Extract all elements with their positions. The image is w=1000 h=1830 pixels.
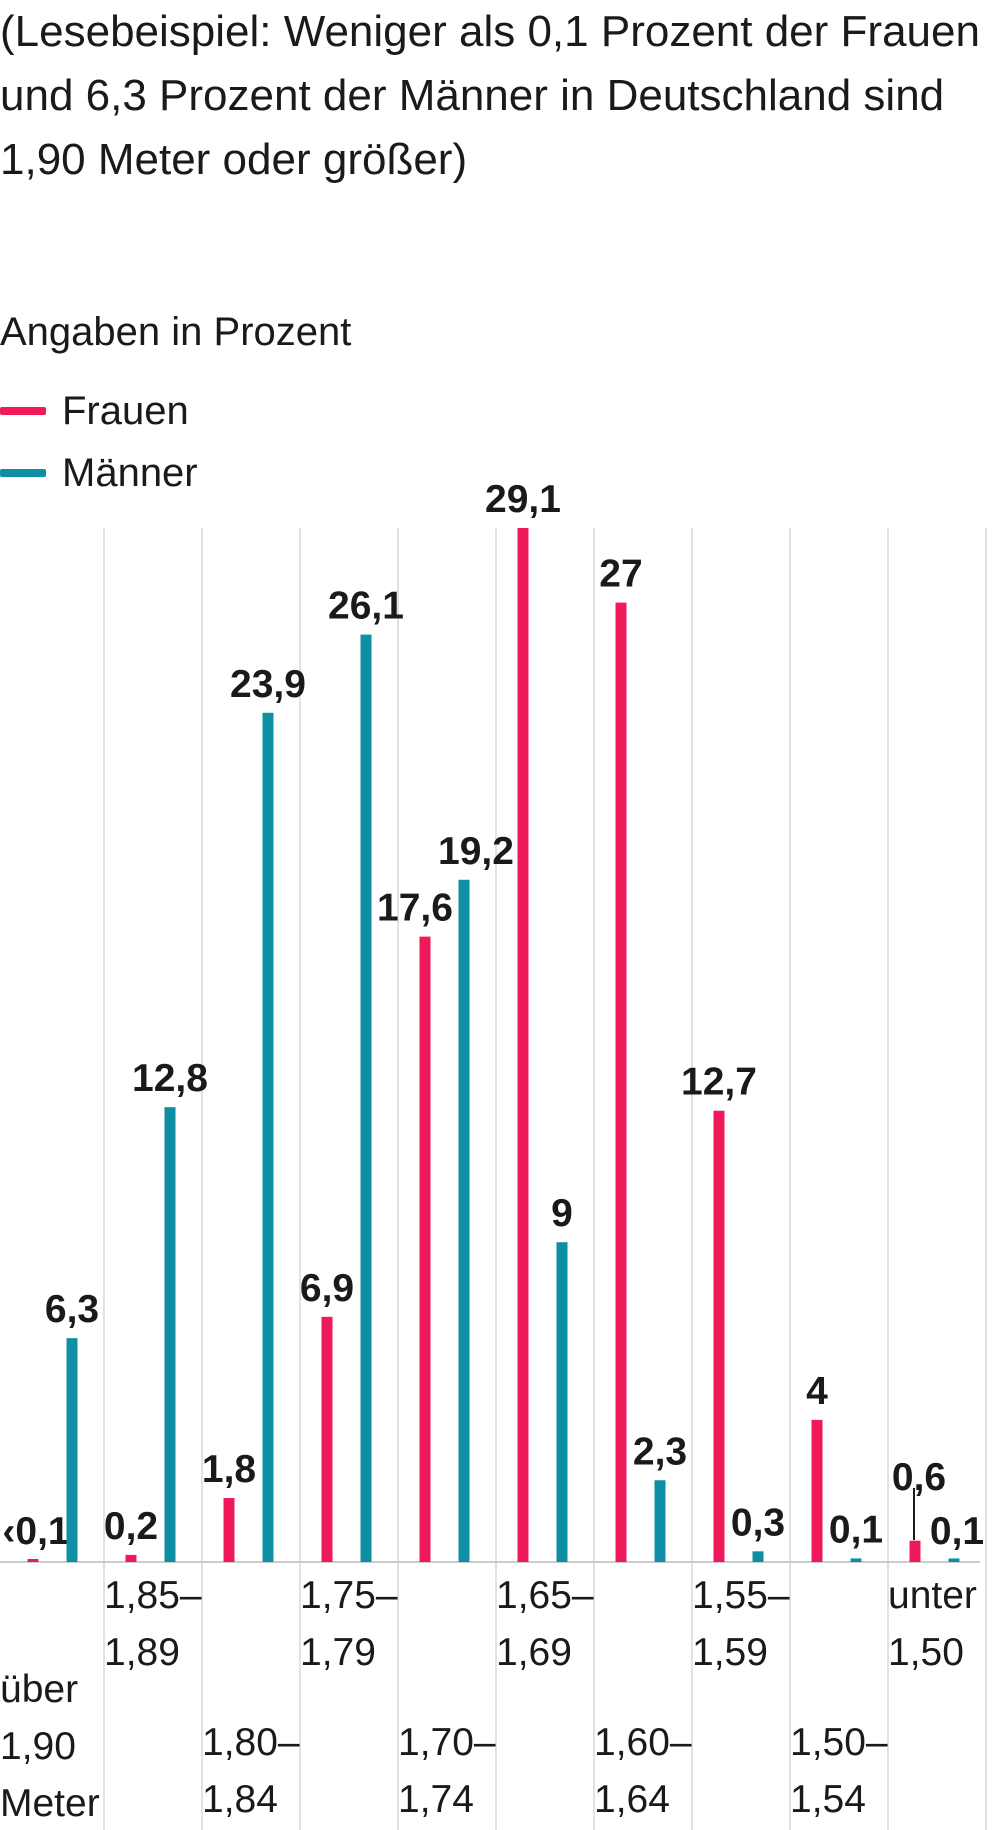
legend-item-frauen: Frauen <box>0 386 189 436</box>
bar-maenner-8 <box>850 1558 862 1562</box>
bar-maenner-2 <box>262 712 274 1562</box>
bar-maenner-1 <box>164 1107 176 1562</box>
value-label-frauen-8: 4 <box>806 1370 828 1413</box>
bar-frauen-3 <box>321 1316 333 1562</box>
value-label-frauen-6: 27 <box>599 553 642 596</box>
bar-frauen-1 <box>125 1554 137 1562</box>
value-label-frauen-5: 29,1 <box>485 478 561 521</box>
category-label-0-2: Meter <box>0 1782 100 1825</box>
bar-maenner-4 <box>458 879 470 1562</box>
bar-frauen-5 <box>517 528 529 1562</box>
category-label-1-1: 1,89 <box>104 1631 180 1674</box>
value-label-maenner-1: 12,8 <box>132 1057 208 1100</box>
legend-label-frauen: Frauen <box>62 388 189 433</box>
bar-frauen-4 <box>419 936 431 1562</box>
value-label-frauen-1: 0,2 <box>104 1505 158 1548</box>
bar-maenner-0 <box>66 1338 78 1562</box>
category-label-9-0: unter <box>888 1574 977 1617</box>
category-label-2-1: 1,84 <box>202 1778 278 1821</box>
category-label-7-1: 1,59 <box>692 1631 768 1674</box>
bar-maenner-9 <box>948 1558 960 1562</box>
value-label-maenner-6: 2,3 <box>633 1430 687 1473</box>
bar-frauen-6 <box>615 602 627 1562</box>
value-label-maenner-5: 9 <box>551 1192 573 1235</box>
category-label-7-0: 1,55– <box>692 1574 790 1617</box>
value-label-frauen-3: 6,9 <box>300 1267 354 1310</box>
legend-item-maenner: Männer <box>0 448 198 498</box>
bar-frauen-7 <box>713 1110 725 1562</box>
bar-frauen-9 <box>909 1540 921 1562</box>
category-label-9-1: 1,50 <box>888 1631 964 1674</box>
value-label-frauen-0: ‹0,1 <box>2 1510 69 1553</box>
category-label-4-1: 1,74 <box>398 1778 474 1821</box>
value-label-maenner-2: 23,9 <box>230 663 306 706</box>
unit-label: Angaben in Prozent <box>0 310 352 354</box>
bar-maenner-5 <box>556 1242 568 1562</box>
legend-swatch-maenner <box>0 469 46 477</box>
category-label-8-1: 1,54 <box>790 1778 866 1821</box>
category-label-3-1: 1,79 <box>300 1631 376 1674</box>
category-label-5-1: 1,69 <box>496 1631 572 1674</box>
category-label-2-0: 1,80– <box>202 1721 300 1764</box>
bar-maenner-3 <box>360 634 372 1562</box>
value-label-maenner-4: 19,2 <box>438 830 514 873</box>
bar-frauen-8 <box>811 1419 823 1562</box>
value-label-maenner-9: 0,1 <box>930 1510 984 1553</box>
category-label-3-0: 1,75– <box>300 1574 398 1617</box>
reading-example-note: (Lesebeispiel: Weniger als 0,1 Prozent d… <box>0 7 980 184</box>
value-label-frauen-4: 17,6 <box>377 887 453 930</box>
value-label-maenner-8: 0,1 <box>829 1508 883 1551</box>
value-label-maenner-3: 26,1 <box>328 585 404 628</box>
value-label-frauen-9: 0,6 <box>892 1456 946 1499</box>
category-label-8-0: 1,50– <box>790 1721 888 1764</box>
category-label-0-0: über <box>0 1668 78 1711</box>
category-label-1-0: 1,85– <box>104 1574 202 1617</box>
category-label-0-1: 1,90 <box>0 1725 76 1768</box>
bar-maenner-7 <box>752 1551 764 1562</box>
value-label-maenner-0: 6,3 <box>45 1288 99 1331</box>
value-label-frauen-2: 1,8 <box>202 1448 256 1491</box>
category-label-6-0: 1,60– <box>594 1721 692 1764</box>
category-label-5-0: 1,65– <box>496 1574 594 1617</box>
value-label-frauen-7: 12,7 <box>681 1061 757 1104</box>
legend-swatch-frauen <box>0 407 46 415</box>
bar-frauen-2 <box>223 1498 235 1562</box>
bar-maenner-6 <box>654 1480 666 1562</box>
category-label-4-0: 1,70– <box>398 1721 496 1764</box>
legend-label-maenner: Männer <box>62 450 198 495</box>
value-label-maenner-7: 0,3 <box>731 1501 785 1544</box>
bar-frauen-0 <box>27 1559 39 1562</box>
category-label-6-1: 1,64 <box>594 1778 670 1821</box>
